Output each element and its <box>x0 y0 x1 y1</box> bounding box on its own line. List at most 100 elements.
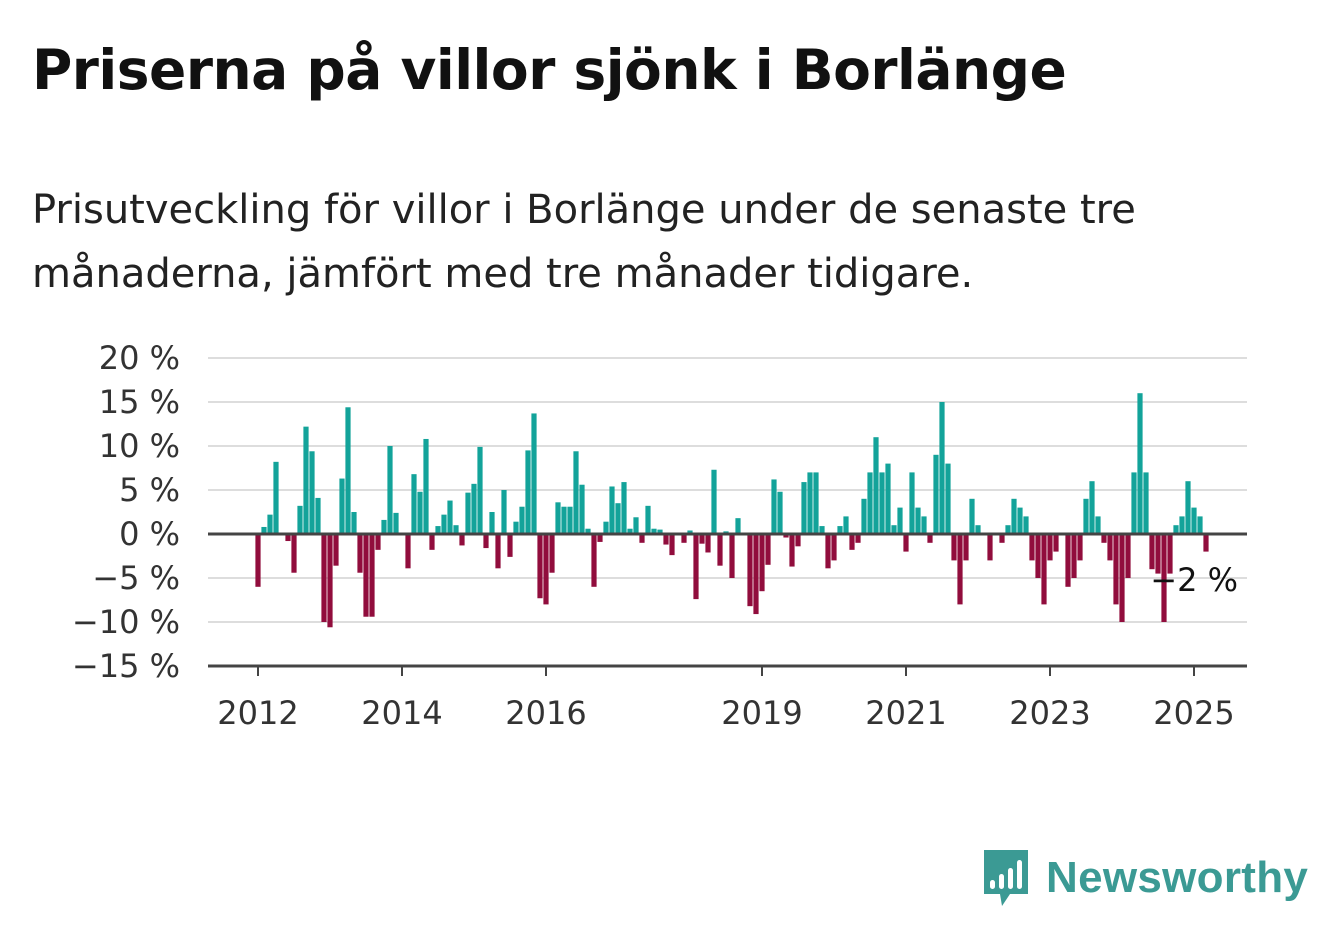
bar <box>525 450 531 534</box>
chart-subtitle: Prisutveckling för villor i Borlänge und… <box>32 187 1136 297</box>
bar <box>885 463 891 534</box>
bar <box>483 534 489 549</box>
bar <box>945 463 951 534</box>
bar <box>339 478 345 534</box>
gridlines <box>208 357 1247 623</box>
bar <box>453 525 459 534</box>
bar <box>987 534 993 561</box>
bar <box>549 534 555 573</box>
bar <box>789 534 795 567</box>
bar <box>621 482 627 534</box>
bar <box>369 534 375 617</box>
bar <box>1191 507 1197 534</box>
bar <box>999 534 1005 543</box>
bar <box>333 534 339 566</box>
bar <box>837 526 843 534</box>
bar <box>591 534 597 587</box>
bar <box>897 507 903 534</box>
bar <box>1185 481 1191 534</box>
bar <box>615 503 621 534</box>
bar <box>501 490 507 534</box>
bar <box>633 517 639 534</box>
bar <box>819 526 825 534</box>
bar <box>1113 534 1119 605</box>
bar <box>1137 393 1143 534</box>
bar <box>963 534 969 561</box>
bar <box>681 534 687 543</box>
bar <box>927 534 933 543</box>
bar <box>375 534 381 550</box>
bar <box>495 534 501 569</box>
bar <box>261 526 267 534</box>
bar <box>441 514 447 534</box>
bar <box>1011 498 1017 534</box>
bar <box>609 486 615 534</box>
bar <box>1203 534 1209 552</box>
bar <box>687 530 693 534</box>
bar <box>309 451 315 534</box>
y-tick-label: −5 % <box>92 559 180 597</box>
bar <box>513 521 519 534</box>
bar <box>297 505 303 534</box>
bar <box>711 469 717 534</box>
bar <box>801 482 807 534</box>
bar <box>537 534 543 599</box>
bar <box>1005 525 1011 534</box>
bar <box>1041 534 1047 605</box>
bar <box>1155 534 1161 574</box>
bar <box>843 516 849 534</box>
bar <box>729 534 735 578</box>
bar <box>357 534 363 573</box>
bar <box>657 529 663 534</box>
bar <box>585 528 591 534</box>
bar <box>555 502 561 534</box>
bar <box>747 534 753 607</box>
bar <box>567 506 573 534</box>
bar <box>735 518 741 534</box>
bar <box>1053 534 1059 552</box>
bar <box>489 512 495 534</box>
bar <box>417 491 423 534</box>
bar <box>669 534 675 556</box>
x-tick-label: 2023 <box>1009 694 1090 732</box>
y-tick-label: −10 % <box>72 603 180 641</box>
bar <box>1077 534 1083 561</box>
bar <box>831 534 837 561</box>
bar <box>867 472 873 534</box>
bar <box>1071 534 1077 578</box>
bar <box>381 519 387 534</box>
bar <box>573 451 579 534</box>
bar <box>969 498 975 534</box>
y-tick-label: 10 % <box>99 427 180 465</box>
x-tick-label: 2025 <box>1153 694 1234 732</box>
newsworthy-logo-icon <box>984 850 1028 906</box>
bar <box>957 534 963 605</box>
bar <box>519 506 525 534</box>
bar <box>1107 534 1113 561</box>
bar <box>423 438 429 534</box>
x-axis-ticks: 2012 2014 2016 2019 2021 2023 2025 <box>217 666 1235 732</box>
x-tick-label: 2014 <box>361 694 442 732</box>
bar <box>345 407 351 534</box>
y-axis-labels: 20 % 15 % 10 % 5 % 0 % −5 % −10 % −15 % <box>72 339 180 685</box>
last-value-label: −2 % <box>1150 561 1238 599</box>
x-tick-label: 2021 <box>865 694 946 732</box>
bar <box>795 534 801 547</box>
y-tick-label: −15 % <box>72 647 180 685</box>
bar <box>435 526 441 534</box>
bar <box>471 483 477 534</box>
bar <box>1023 516 1029 534</box>
bar <box>405 534 411 569</box>
bar <box>813 472 819 534</box>
bar <box>705 534 711 553</box>
bar <box>459 534 465 546</box>
bar <box>753 534 759 615</box>
bar <box>1197 516 1203 534</box>
bar <box>447 500 453 534</box>
bar <box>975 525 981 534</box>
bar <box>1143 472 1149 534</box>
bar <box>1089 481 1095 534</box>
bar <box>627 528 633 534</box>
brand-name: Newsworthy <box>1046 853 1309 902</box>
bar <box>1029 534 1035 561</box>
